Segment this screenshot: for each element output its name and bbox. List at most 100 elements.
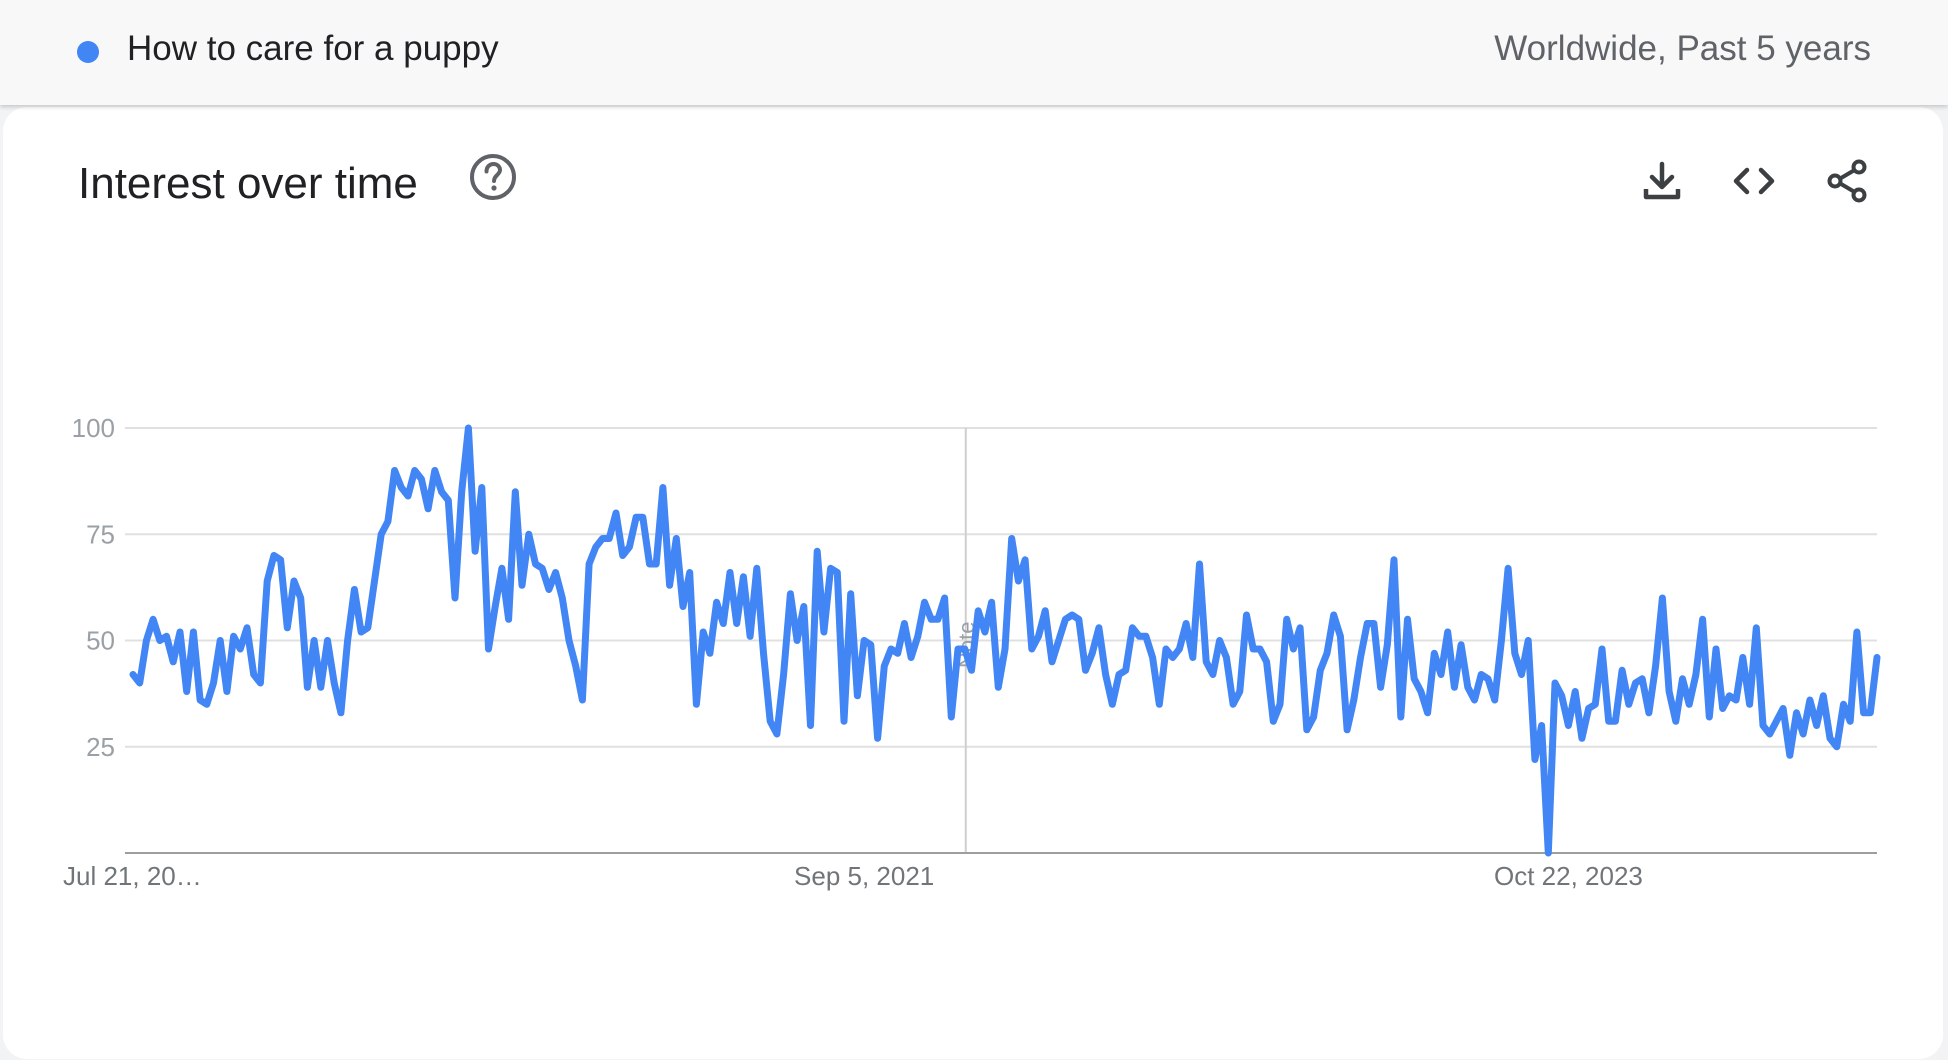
data-point [1022, 557, 1028, 563]
data-point [1418, 689, 1424, 695]
embed-code-icon[interactable] [1730, 157, 1778, 205]
data-point [1317, 667, 1323, 673]
data-point [1029, 646, 1035, 652]
data-point [365, 625, 371, 631]
data-point [1002, 646, 1008, 652]
y-tick-label: 25 [86, 732, 115, 762]
data-point [1183, 621, 1189, 627]
data-point [1686, 701, 1692, 707]
data-point [640, 514, 646, 520]
data-point [995, 684, 1001, 690]
data-point [747, 633, 753, 639]
data-point [895, 650, 901, 656]
data-point [465, 425, 471, 431]
grid-layer [125, 427, 1877, 748]
data-point [673, 536, 679, 542]
data-point [1639, 676, 1645, 682]
data-point [714, 599, 720, 605]
data-point [1478, 672, 1484, 678]
data-point [1250, 646, 1256, 652]
data-point [425, 506, 431, 512]
data-point [331, 680, 337, 686]
data-point [1384, 642, 1390, 648]
data-point [1170, 655, 1176, 661]
data-point [559, 595, 565, 601]
data-point [1190, 655, 1196, 661]
data-point [378, 531, 384, 537]
data-point [1592, 701, 1598, 707]
data-point [1230, 701, 1236, 707]
data-point [1203, 659, 1209, 665]
data-point [1485, 676, 1491, 682]
data-point [1599, 646, 1605, 652]
data-point [1337, 633, 1343, 639]
data-point [130, 672, 136, 678]
y-tick-label: 50 [86, 626, 115, 656]
data-point [1156, 701, 1162, 707]
data-point [1136, 633, 1142, 639]
data-point [1572, 689, 1578, 695]
data-point [164, 633, 170, 639]
data-point [579, 697, 585, 703]
data-point [452, 595, 458, 601]
data-point [1565, 723, 1571, 729]
data-point [499, 565, 505, 571]
data-point [1217, 638, 1223, 644]
data-point [506, 616, 512, 622]
data-point [1009, 536, 1015, 542]
data-point [271, 553, 277, 559]
scope-label: Worldwide, Past 5 years [1494, 29, 1871, 68]
data-point [1116, 672, 1122, 678]
data-point [787, 591, 793, 597]
data-point [928, 616, 934, 622]
data-point [304, 684, 310, 690]
data-point [1290, 646, 1296, 652]
data-point [1445, 629, 1451, 635]
data-point [660, 485, 666, 491]
data-point [814, 548, 820, 554]
data-point [311, 638, 317, 644]
data-point [1539, 723, 1545, 729]
data-point [1143, 633, 1149, 639]
data-point [720, 621, 726, 627]
data-point [1378, 684, 1384, 690]
data-point [573, 663, 579, 669]
tick-layer: 25 50 75 100 Jul 21, 20… Sep 5, 2021 Oct 22, 2… [63, 413, 1643, 891]
data-point [217, 638, 223, 644]
data-point [875, 735, 881, 741]
data-point [647, 561, 653, 567]
data-point [1197, 561, 1203, 567]
data-point [982, 629, 988, 635]
data-point [479, 485, 485, 491]
data-point [1284, 616, 1290, 622]
data-point [445, 497, 451, 503]
data-point [693, 701, 699, 707]
data-point [1042, 608, 1048, 614]
data-point [385, 519, 391, 525]
help-circle-icon[interactable] [468, 152, 518, 202]
data-point [486, 646, 492, 652]
data-point [157, 638, 163, 644]
data-point [1237, 689, 1243, 695]
data-point [1398, 714, 1404, 720]
data-point [1780, 706, 1786, 712]
interest-over-time-card: Interest over time [3, 107, 1943, 1059]
data-point [190, 629, 196, 635]
data-point [955, 646, 961, 652]
search-term-label[interactable]: How to care for a puppy [127, 29, 499, 68]
data-point [1854, 629, 1860, 635]
data-point [1653, 663, 1659, 669]
data-point [935, 616, 941, 622]
download-icon[interactable] [1638, 157, 1686, 205]
data-point [1123, 667, 1129, 673]
data-point [969, 667, 975, 673]
data-point [184, 689, 190, 695]
data-point [1176, 646, 1182, 652]
data-point [687, 570, 693, 576]
data-point [1472, 697, 1478, 703]
data-point [989, 599, 995, 605]
share-icon[interactable] [1823, 157, 1871, 205]
data-point [808, 723, 814, 729]
data-point [1827, 735, 1833, 741]
